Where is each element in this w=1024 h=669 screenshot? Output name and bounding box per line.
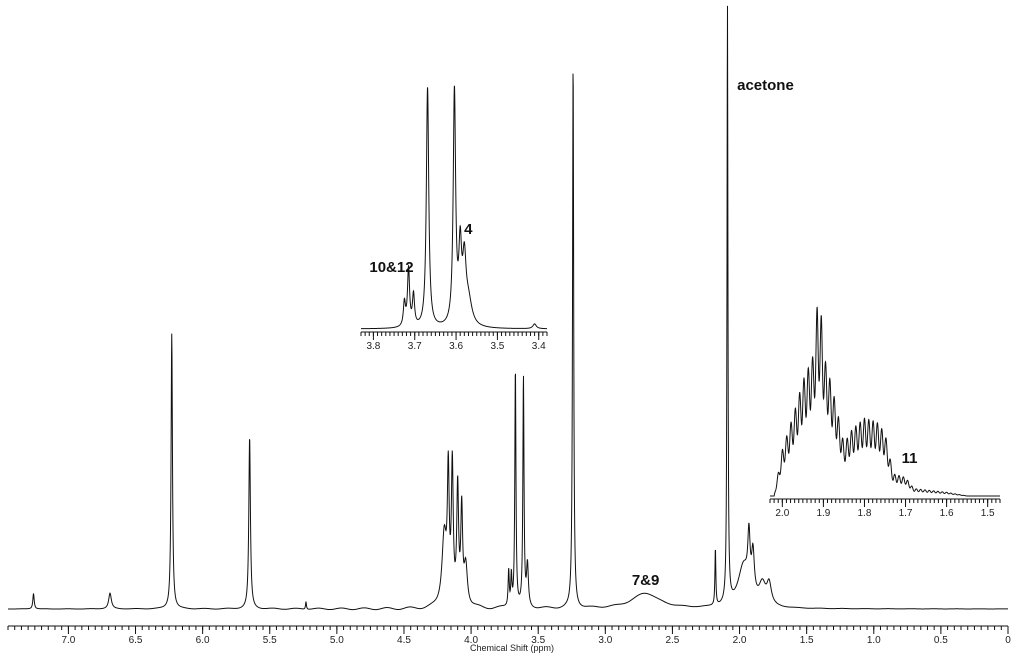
inset-2.0-1.5: 2.0 1.9 1.8 1.7 1.6 1.5 11	[769, 306, 1001, 519]
inset1-annotations: 10&12 4	[369, 221, 473, 276]
main-tick-label: 0.5	[934, 635, 948, 646]
inset1-tick-label: 3.5	[490, 341, 504, 352]
main-tick-label: 6.0	[196, 635, 210, 646]
main-tick-label: 5.5	[263, 635, 277, 646]
inset1-tick-label: 3.4	[532, 341, 546, 352]
x-axis-title: Chemical Shift (ppm)	[470, 643, 554, 653]
main-annotations: acetone 7&9	[632, 77, 794, 589]
main-tick-label: 5.0	[330, 635, 344, 646]
main-tick-label: 3.0	[598, 635, 612, 646]
main-tick-label: 1.0	[867, 635, 881, 646]
inset1-tick-label: 3.7	[408, 341, 422, 352]
main-tick-label: 4.0	[464, 635, 478, 646]
main-tick-label: 2.5	[665, 635, 679, 646]
main-tick-label: 3.5	[531, 635, 545, 646]
main-spectrum-trace	[8, 5, 1008, 611]
main-tick-label: 7.0	[61, 635, 75, 646]
inset2-annotation-label: 11	[902, 450, 918, 467]
inset2-spectrum-trace	[770, 306, 1000, 497]
inset2-tick-label: 1.7	[899, 508, 913, 519]
inset1-spectrum-trace	[361, 85, 547, 330]
main-tick-label: 1.5	[800, 635, 814, 646]
inset1-tick-label: 3.8	[366, 341, 380, 352]
main-tick-label: 6.5	[129, 635, 143, 646]
main-annotation-label: acetone	[737, 77, 794, 94]
inset2-tick-label: 1.8	[858, 508, 872, 519]
inset2-tick-label: 2.0	[775, 508, 789, 519]
inset2-tick-label: 1.5	[981, 508, 995, 519]
inset1-tick-label: 3.6	[449, 341, 463, 352]
inset1-annotation-label: 10&12	[369, 259, 413, 276]
inset2-annotations: 11	[902, 450, 918, 467]
inset2-tick-label: 1.9	[816, 508, 830, 519]
inset-3.8-3.4: 3.8 3.7 3.6 3.5 3.4 10&12 4	[360, 85, 548, 352]
inset1-x-axis: 3.8 3.7 3.6 3.5 3.4	[360, 331, 548, 352]
main-tick-label: 2.0	[733, 635, 747, 646]
main-tick-label: 4.5	[397, 635, 411, 646]
inset2-tick-label: 1.6	[940, 508, 954, 519]
main-x-axis: 7.0 6.5 6.0 5.5 5.0 4.5 4.0 3.5 3.0 2.5 2.0 1.5 1.0 0…	[7, 625, 1011, 646]
inset2-x-axis: 2.0 1.9 1.8 1.7 1.6 1.5	[769, 498, 1001, 519]
main-annotation-label: 7&9	[632, 572, 660, 589]
main-tick-label: 0	[1005, 635, 1011, 646]
inset1-annotation-label: 4	[464, 221, 473, 238]
